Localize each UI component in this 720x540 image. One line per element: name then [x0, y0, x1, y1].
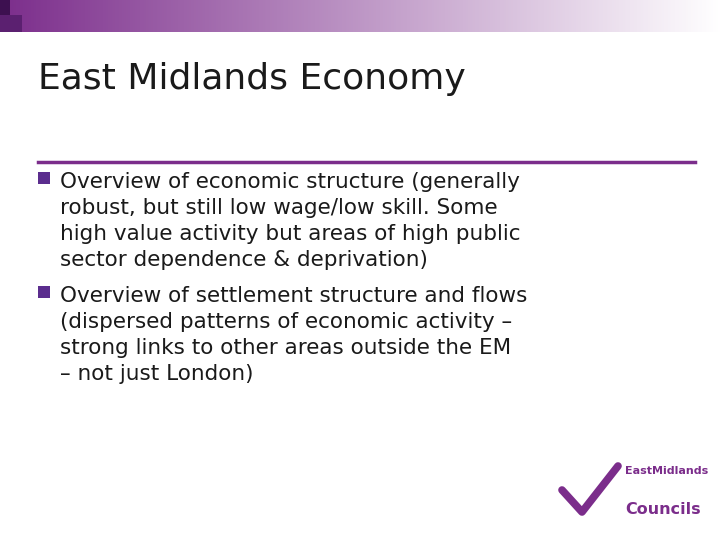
Bar: [0, 15, 22, 32]
Bar: [38, 172, 50, 184]
Text: high value activity but areas of high public: high value activity but areas of high pu…: [60, 224, 521, 244]
Text: – not just London): – not just London): [60, 364, 253, 384]
Text: East Midlands Economy: East Midlands Economy: [38, 62, 466, 96]
Text: sector dependence & deprivation): sector dependence & deprivation): [60, 250, 428, 270]
Text: Overview of economic structure (generally: Overview of economic structure (generall…: [60, 172, 520, 192]
Text: (dispersed patterns of economic activity –: (dispersed patterns of economic activity…: [60, 312, 512, 332]
Bar: [38, 286, 50, 298]
Bar: [0, 0, 10, 15]
Text: Councils: Councils: [625, 502, 701, 517]
Text: EastMidlands: EastMidlands: [625, 466, 708, 476]
Text: Overview of settlement structure and flows: Overview of settlement structure and flo…: [60, 286, 527, 306]
Text: strong links to other areas outside the EM: strong links to other areas outside the …: [60, 338, 511, 358]
Text: robust, but still low wage/low skill. Some: robust, but still low wage/low skill. So…: [60, 198, 498, 218]
